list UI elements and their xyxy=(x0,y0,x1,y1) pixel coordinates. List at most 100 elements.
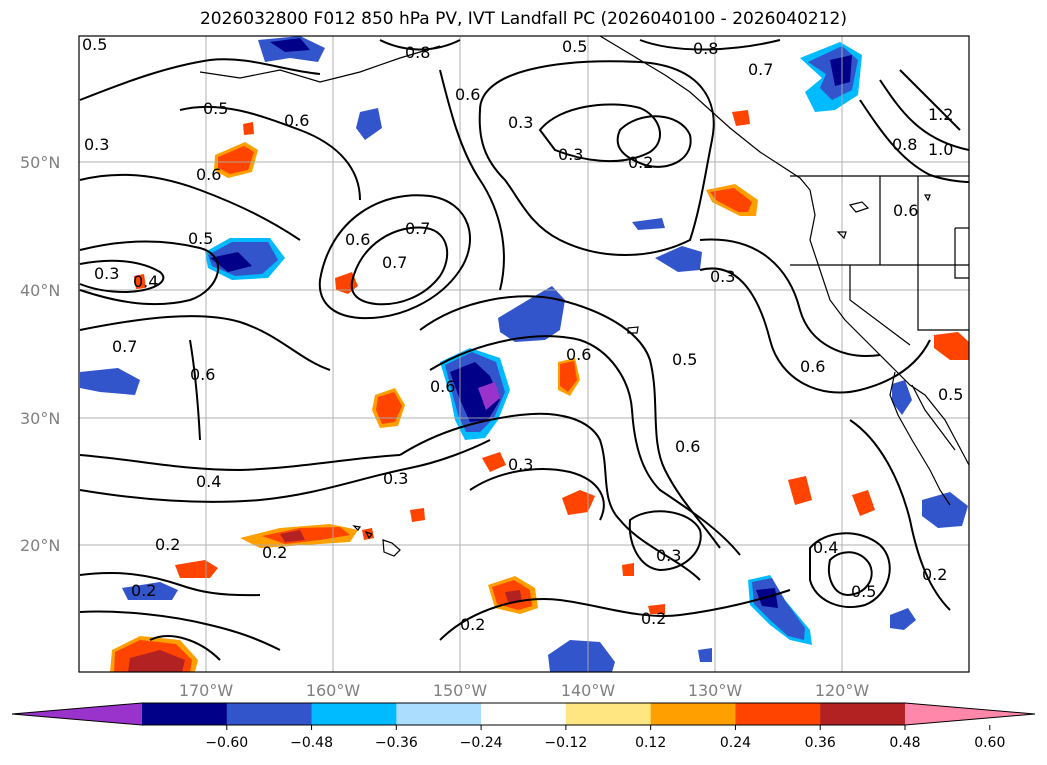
negative-anomaly-bottom-small xyxy=(698,648,712,662)
contour-0-2-loop xyxy=(616,115,692,168)
alaska-coast xyxy=(599,36,811,191)
positive-anomaly-55n-coast xyxy=(732,110,750,126)
hawaii-island-3 xyxy=(352,525,362,531)
colorbar-segment xyxy=(650,703,736,725)
lat-label-20n: 20°N xyxy=(20,536,60,555)
positive-anomaly-52n-west xyxy=(214,142,258,178)
contour-label: 0.2 xyxy=(131,581,156,600)
contour-label: 0.5 xyxy=(672,350,697,369)
colorbar-segment xyxy=(396,703,482,725)
positive-anomaly-18n-west xyxy=(175,560,218,578)
negative-anomaly-west-40n xyxy=(205,238,285,280)
negative-anomaly-n-central xyxy=(258,36,325,62)
contour-label: 0.2 xyxy=(155,535,180,554)
colorbar-segment xyxy=(735,703,821,725)
positive-anomaly-23n-center xyxy=(562,490,595,515)
contour-label: 0.3 xyxy=(508,113,533,132)
positive-anomaly-26n xyxy=(482,452,506,472)
contour-north-loop xyxy=(79,58,321,101)
hawaii-island-2 xyxy=(364,530,373,540)
contour-label: 0.8 xyxy=(405,43,430,62)
lon-label-160w: 160°W xyxy=(306,681,361,700)
contour-east-0-4-loop xyxy=(809,532,891,608)
contour-ne-0-8-lower xyxy=(859,99,969,183)
colorbar-tick-label: −0.60 xyxy=(205,735,248,751)
positive-anomaly-22n-right xyxy=(852,490,875,516)
colorbar: −0.60 −0.48 −0.36 −0.24 −0.12 0.12 0.24 0.36 0.4… xyxy=(11,702,1036,751)
colorbar-tick-label: −0.24 xyxy=(460,735,503,751)
positive-anomaly-14n-small xyxy=(648,604,665,614)
contour-central-0-5 xyxy=(419,295,721,549)
colorbar-tick-label: 0.60 xyxy=(974,735,1005,751)
contour-label: 0.6 xyxy=(284,111,309,130)
negative-anomaly-central-38n xyxy=(498,286,565,342)
colorbar-tick-label: −0.36 xyxy=(375,735,418,751)
small-island-northeast2 xyxy=(836,231,847,240)
latitude-labels: 50°N 40°N 30°N 20°N xyxy=(20,153,60,555)
positive-anomaly-16n xyxy=(488,576,538,614)
contour-east-0-2 xyxy=(849,419,951,611)
colorbar-segment xyxy=(226,703,313,725)
negative-anomaly-n-small xyxy=(356,108,382,140)
negative-anomaly-17n-west xyxy=(122,582,178,600)
contour-0-2-lower xyxy=(439,589,791,641)
map-title: 2026032800 F012 850 hPa PV, IVT Landfall… xyxy=(199,9,847,29)
contour-label: 0.7 xyxy=(748,60,773,79)
lon-label-120w: 120°W xyxy=(815,681,870,700)
contour-label: 0.3 xyxy=(558,145,583,164)
map-border xyxy=(78,35,970,673)
contour-east-0-3 xyxy=(699,238,881,357)
negative-anomaly-far-se xyxy=(922,492,968,528)
positive-anomaly-hawaii-small xyxy=(362,528,374,540)
contour-label: 1.0 xyxy=(928,140,953,159)
positive-anomaly-40n-far-west xyxy=(134,274,146,289)
contour-label: 0.6 xyxy=(455,85,480,104)
contour-label: 0.2 xyxy=(641,609,666,628)
contour-label: 0.6 xyxy=(196,165,221,184)
longitude-labels: 170°W 160°W 150°W 140°W 130°W 120°W xyxy=(179,681,870,700)
negative-anomaly-ne xyxy=(800,42,862,112)
contour-mid-0-6 xyxy=(439,69,505,291)
lon-label-150w: 150°W xyxy=(433,681,488,700)
contour-label: 0.5 xyxy=(82,35,107,54)
negative-anomaly-46n-small xyxy=(632,218,665,230)
contour-0-3-lower xyxy=(628,510,702,572)
contour-n-0-8 xyxy=(379,39,461,51)
contour-label: 0.3 xyxy=(508,455,533,474)
contour-label: 0.2 xyxy=(262,543,287,562)
contour-label: 0.3 xyxy=(656,546,681,565)
contour-label: 0.5 xyxy=(938,385,963,404)
contour-0-6-vertical xyxy=(189,339,201,441)
contour-label: 0.5 xyxy=(203,99,228,118)
contour-label: 0.7 xyxy=(382,253,407,272)
aleutian-chain xyxy=(199,45,441,83)
contour-label: 0.5 xyxy=(851,582,876,601)
positive-anomaly-hawaii-band xyxy=(240,524,358,548)
contour-west-15n xyxy=(79,610,281,651)
contour-label: 0.2 xyxy=(922,565,947,584)
negative-anomaly-baja xyxy=(892,380,912,415)
contour-label: 0.3 xyxy=(710,267,735,286)
colorbar-extend-high xyxy=(905,703,1035,725)
colorbar-tick-label: −0.48 xyxy=(290,735,333,751)
positive-anomaly-32n xyxy=(558,358,580,396)
contour-west-40n-1 xyxy=(79,240,220,306)
positive-anomaly-54n-small xyxy=(243,122,254,135)
north-america-west-coast xyxy=(809,189,969,466)
contour-mid-0-6-west xyxy=(79,173,301,241)
contour-west-35n xyxy=(79,315,331,371)
contour-east-0-6 xyxy=(699,267,931,394)
contour-0-6-ring xyxy=(318,194,471,320)
positive-anomaly-35n-right xyxy=(934,332,969,360)
contour-label: 0.4 xyxy=(196,472,221,491)
positive-anomaly-23n-right xyxy=(788,476,812,505)
colorbar-tick-label: 0.24 xyxy=(720,735,751,751)
contour-0-4-central xyxy=(399,412,701,581)
contour-ne-1-2 xyxy=(899,69,961,131)
gulf-of-california xyxy=(911,384,956,451)
contour-0-3-central xyxy=(469,468,605,521)
contour-ne-1-0 xyxy=(879,79,969,151)
colorbar-tick-label: −0.12 xyxy=(544,735,587,751)
positive-anomaly-17n-small xyxy=(622,563,634,576)
